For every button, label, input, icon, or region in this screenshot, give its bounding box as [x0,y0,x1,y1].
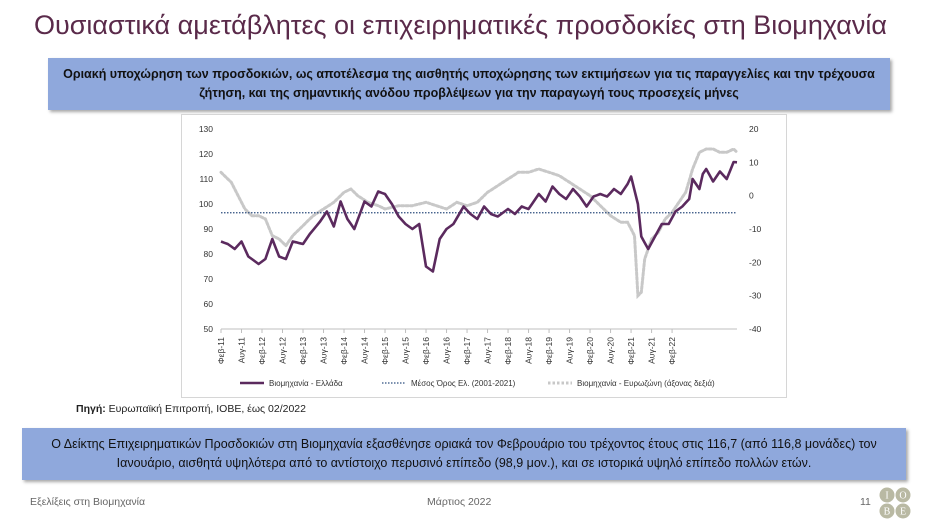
x-tick-label: Αυγ-19 [565,337,575,364]
source-label: Πηγή: [76,403,106,415]
x-tick-label: Αυγ-15 [401,337,411,364]
x-tick-label: Φεβ-16 [421,337,431,365]
legend-label: Βιομηχανία - Ελλάδα [269,379,343,388]
legend-label: Μέσος Όρος Ελ. (2001-2021) [411,379,516,388]
x-tick-label: Φεβ-17 [462,337,472,365]
x-tick-label: Αυγ-18 [524,337,534,364]
iobe-logo: Ι Ο Β Ε [879,487,911,519]
y-left-tick-label: 50 [204,324,214,334]
summary-banner-bottom: Ο Δείκτης Επιχειρηματικών Προσδοκιών στη… [22,428,906,480]
svg-text:Ι: Ι [885,491,888,502]
series-greece-line [220,160,738,273]
x-tick-label: Φεβ-12 [257,337,267,365]
y-right-tick-label: -40 [749,324,762,334]
x-tick-label: Φεβ-11 [216,337,226,364]
chart-container: 50 60 70 80 90 100 110 120 130 -40 -30 -20 -10 0 10 20 Φ… [181,114,787,398]
y-left-tick-label: 130 [199,124,213,134]
x-tick-label: Αυγ-21 [647,337,657,364]
summary-banner-bottom-text: Ο Δείκτης Επιχειρηματικών Προσδοκιών στη… [51,437,877,470]
x-tick-label: Φεβ-15 [380,337,390,365]
slide-title: Ουσιαστικά αμετάβλητες οι επιχειρηματικέ… [34,10,888,40]
summary-banner-top-text: Οριακή υποχώρηση των προσδοκιών, ως αποτ… [63,67,875,100]
x-tick-label: Αυγ-14 [360,337,370,364]
y-left-tick-label: 100 [199,199,213,209]
x-tick-label: Φεβ-20 [585,337,595,365]
y-right-tick-label: -30 [749,291,762,301]
x-tick-label: Αυγ-13 [319,337,329,364]
x-tick-label: Αυγ-20 [606,337,616,364]
y-right-tick-label: -20 [749,257,762,267]
svg-text:Β: Β [884,507,891,518]
y-right-tick-label: 0 [749,191,754,201]
x-tick-label: Φεβ-18 [503,337,513,365]
x-tick-label: Αυγ-17 [483,337,493,364]
y-left-tick-label: 70 [204,274,214,284]
x-tick-label: Φεβ-21 [626,337,636,365]
x-tick-label: Φεβ-14 [339,337,349,365]
y-left-tick-label: 80 [204,249,214,259]
svg-text:Ο: Ο [899,491,906,502]
summary-banner-top: Οριακή υποχώρηση των προσδοκιών, ως αποτ… [48,58,890,110]
x-tick-label: Φεβ-13 [298,337,308,365]
x-tick-label: Αυγ-11 [237,337,247,363]
line-chart: 50 60 70 80 90 100 110 120 130 -40 -30 -20 -10 0 10 20 Φ… [199,124,762,388]
y-left-tick-label: 120 [199,149,213,159]
legend-label: Βιομηχανία - Ευρωζώνη (άξονας δεξιά) [577,379,715,388]
x-tick-label: Αυγ-16 [442,337,452,364]
series-eurozone-line [219,147,739,300]
y-right-tick-label: -10 [749,224,762,234]
svg-text:Ε: Ε [900,507,906,518]
y-right-tick-label: 10 [749,157,759,167]
source-text: Ευρωπαϊκή Επιτροπή, ΙΟΒΕ, έως 02/2022 [105,403,306,415]
y-left-tick-label: 90 [204,224,214,234]
footer-date: Μάρτιος 2022 [427,496,492,508]
y-left-tick-label: 110 [199,174,213,184]
source-note: Πηγή: Ευρωπαϊκή Επιτροπή, ΙΟΒΕ, έως 02/2… [76,403,306,415]
x-tick-label: Αυγ-12 [278,337,288,364]
x-tick-label: Φεβ-22 [667,337,677,365]
footer-section-title: Εξελίξεις στη Βιομηχανία [30,496,146,508]
x-tick-label: Φεβ-19 [544,337,554,365]
y-right-tick-label: 20 [749,124,759,134]
y-left-tick-label: 60 [204,299,214,309]
page-number: 11 [860,496,871,508]
